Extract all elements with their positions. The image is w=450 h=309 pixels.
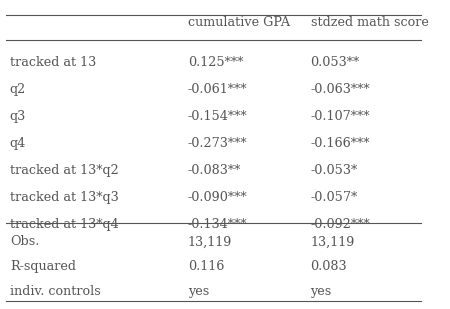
Text: -0.134***: -0.134*** [188, 218, 247, 231]
Text: q4: q4 [10, 137, 26, 150]
Text: q2: q2 [10, 83, 26, 96]
Text: cumulative GPA: cumulative GPA [188, 16, 290, 29]
Text: tracked at 13*q4: tracked at 13*q4 [10, 218, 119, 231]
Text: stdzed math score: stdzed math score [310, 16, 428, 29]
Text: tracked at 13*q2: tracked at 13*q2 [10, 164, 119, 177]
Text: q3: q3 [10, 110, 26, 123]
Text: 0.083: 0.083 [310, 260, 347, 273]
Text: -0.061***: -0.061*** [188, 83, 247, 96]
Text: R-squared: R-squared [10, 260, 76, 273]
Text: yes: yes [310, 286, 332, 298]
Text: 13,119: 13,119 [310, 235, 355, 248]
Text: -0.053*: -0.053* [310, 164, 358, 177]
Text: -0.083**: -0.083** [188, 164, 241, 177]
Text: tracked at 13*q3: tracked at 13*q3 [10, 191, 119, 204]
Text: -0.057*: -0.057* [310, 191, 358, 204]
Text: tracked at 13: tracked at 13 [10, 56, 96, 69]
Text: -0.107***: -0.107*** [310, 110, 370, 123]
Text: -0.063***: -0.063*** [310, 83, 370, 96]
Text: 0.116: 0.116 [188, 260, 224, 273]
Text: indiv. controls: indiv. controls [10, 286, 101, 298]
Text: Obs.: Obs. [10, 235, 39, 248]
Text: -0.166***: -0.166*** [310, 137, 370, 150]
Text: 0.125***: 0.125*** [188, 56, 243, 69]
Text: -0.154***: -0.154*** [188, 110, 248, 123]
Text: yes: yes [188, 286, 209, 298]
Text: -0.273***: -0.273*** [188, 137, 248, 150]
Text: 0.053**: 0.053** [310, 56, 360, 69]
Text: -0.092***: -0.092*** [310, 218, 370, 231]
Text: 13,119: 13,119 [188, 235, 232, 248]
Text: -0.090***: -0.090*** [188, 191, 248, 204]
